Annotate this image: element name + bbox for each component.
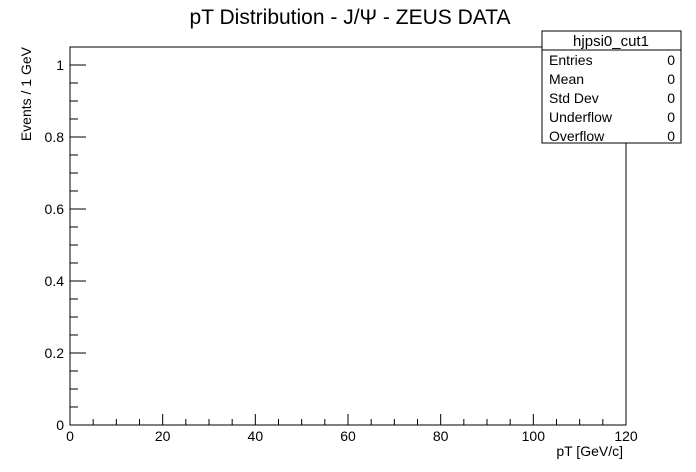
stats-row-value: 0 xyxy=(667,128,675,144)
x-tick-label: 80 xyxy=(433,428,449,444)
y-axis-ticks: 0 0.2 0.4 0.6 0.8 1 xyxy=(45,46,86,433)
stats-row-label: Underflow xyxy=(549,109,613,125)
x-tick-label: 20 xyxy=(155,428,171,444)
x-tick-label: 0 xyxy=(66,428,74,444)
x-tick-label: 120 xyxy=(614,428,638,444)
stats-row-value: 0 xyxy=(667,71,675,87)
stats-row-label: Overflow xyxy=(549,128,605,144)
y-tick-label: 0.2 xyxy=(45,345,65,361)
y-tick-label: 0.6 xyxy=(45,201,65,217)
x-axis-ticks: 0 20 40 60 80 100 120 xyxy=(66,414,638,444)
x-tick-label: 60 xyxy=(340,428,356,444)
y-tick-label: 1 xyxy=(56,57,64,73)
stats-row-label: Mean xyxy=(549,71,584,87)
stats-row-value: 0 xyxy=(667,109,675,125)
x-axis-label: pT [GeV/c] xyxy=(556,443,623,459)
x-tick-label: 100 xyxy=(522,428,546,444)
stats-row-value: 0 xyxy=(667,52,675,68)
y-axis-label: Events / 1 GeV xyxy=(18,46,34,141)
stats-box: hjpsi0_cut1 Entries 0 Mean 0 Std Dev 0 Underfl… xyxy=(541,30,682,144)
chart-title: pT Distribution - J/Ψ - ZEUS DATA xyxy=(190,6,511,29)
y-tick-label: 0.8 xyxy=(45,129,65,145)
stats-row-label: Std Dev xyxy=(549,90,599,106)
stats-row-value: 0 xyxy=(667,90,675,106)
stats-row-label: Entries xyxy=(549,52,593,68)
x-tick-label: 40 xyxy=(248,428,264,444)
y-tick-label: 0.4 xyxy=(45,273,65,289)
y-tick-label: 0 xyxy=(56,417,64,433)
stats-box-title: hjpsi0_cut1 xyxy=(573,33,649,50)
